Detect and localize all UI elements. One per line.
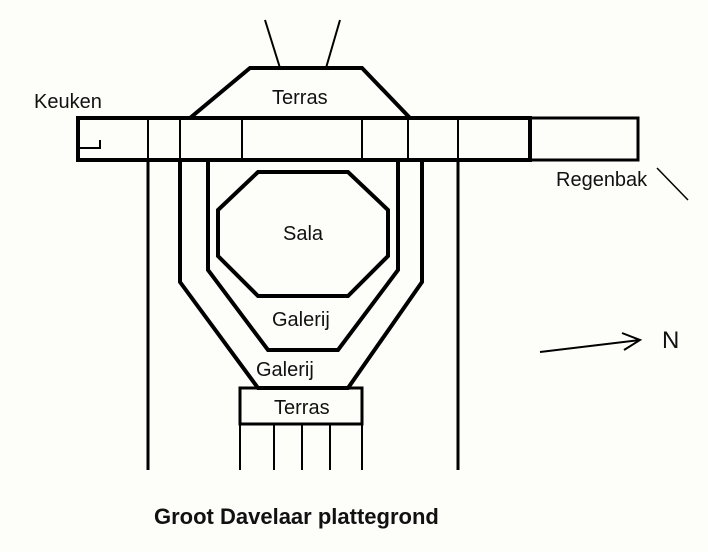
regenbak-box	[530, 118, 638, 160]
page-title: Groot Davelaar plattegrond	[154, 504, 439, 529]
antenna-left	[265, 20, 280, 68]
terras-bottom-label: Terras	[274, 397, 330, 419]
galerij-lower-label: Galerij	[256, 359, 314, 381]
north-label: N	[662, 327, 679, 354]
keuken-label: Keuken	[34, 91, 102, 113]
terras-top-label: Terras	[272, 87, 328, 109]
keuken-notch	[78, 140, 100, 160]
main-band	[78, 118, 530, 160]
regenbak-hair	[657, 168, 688, 200]
galerij-outer	[180, 160, 422, 388]
antenna-right	[326, 20, 340, 68]
galerij-upper-label: Galerij	[272, 309, 330, 331]
regenbak-label: Regenbak	[556, 169, 648, 191]
floorplan-diagram: Keuken Terras Regenbak Sala Galerij Gale…	[0, 0, 708, 552]
sala-label: Sala	[283, 223, 324, 245]
